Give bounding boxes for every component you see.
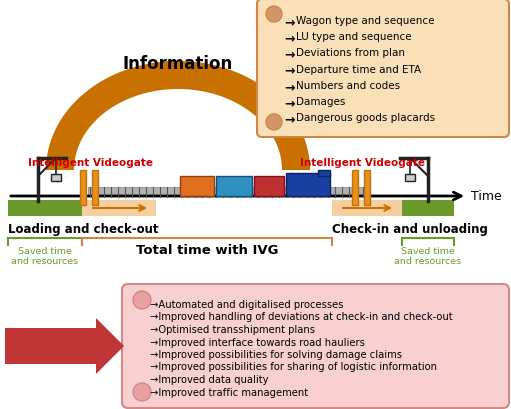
Text: →: → <box>284 16 294 29</box>
Text: →: → <box>284 113 294 126</box>
Text: Intelligent Videogate: Intelligent Videogate <box>299 158 425 168</box>
FancyBboxPatch shape <box>257 0 509 137</box>
Text: Numbers and codes: Numbers and codes <box>296 81 400 91</box>
Text: →Improved possibilities for sharing of logistic information: →Improved possibilities for sharing of l… <box>150 362 437 373</box>
Bar <box>88 187 370 196</box>
Polygon shape <box>5 318 124 374</box>
Text: Dangerous goods placards: Dangerous goods placards <box>296 113 435 123</box>
Text: →: → <box>284 32 294 45</box>
Circle shape <box>266 114 282 130</box>
Text: Damages: Damages <box>296 97 345 107</box>
Bar <box>51 174 61 181</box>
FancyBboxPatch shape <box>122 284 509 408</box>
Text: Check-in and unloading: Check-in and unloading <box>332 223 488 236</box>
Text: →: → <box>284 48 294 61</box>
Bar <box>286 173 330 196</box>
Text: →: → <box>284 97 294 110</box>
Text: →: → <box>284 65 294 78</box>
Text: Saved time
and resources: Saved time and resources <box>11 247 79 266</box>
Circle shape <box>266 6 282 22</box>
Bar <box>92 170 98 205</box>
Text: Information: Information <box>123 55 233 73</box>
Text: Saved time
and resources: Saved time and resources <box>394 247 461 266</box>
Polygon shape <box>46 61 310 170</box>
Text: Time: Time <box>471 189 502 202</box>
Text: Wagon type and sequence: Wagon type and sequence <box>296 16 434 26</box>
Bar <box>82 200 156 216</box>
Text: Departure time and ETA: Departure time and ETA <box>296 65 421 74</box>
Bar <box>364 170 370 205</box>
Circle shape <box>133 291 151 309</box>
Text: Deviations from plan: Deviations from plan <box>296 48 405 58</box>
Text: →Automated and digitalised processes: →Automated and digitalised processes <box>150 300 343 310</box>
Text: Intelligent Videogate: Intelligent Videogate <box>28 158 152 168</box>
Bar <box>8 200 82 216</box>
Text: →Improved data quality: →Improved data quality <box>150 375 268 385</box>
Text: Loading and check-out: Loading and check-out <box>8 223 158 236</box>
Circle shape <box>133 383 151 401</box>
Text: →Improved interface towards road hauliers: →Improved interface towards road haulier… <box>150 337 365 348</box>
Text: →Optimised transshipment plans: →Optimised transshipment plans <box>150 325 315 335</box>
Text: →Improved handling of deviations at check-in and check-out: →Improved handling of deviations at chec… <box>150 312 453 323</box>
Bar <box>332 200 402 216</box>
Text: →: → <box>284 81 294 94</box>
Bar <box>318 170 330 176</box>
Text: LU type and sequence: LU type and sequence <box>296 32 412 42</box>
Bar <box>180 176 214 196</box>
Text: →Improved possibilities for solving damage claims: →Improved possibilities for solving dama… <box>150 350 402 360</box>
Bar <box>402 200 454 216</box>
Bar <box>80 170 86 205</box>
Bar <box>405 174 415 181</box>
Text: Total time with IVG: Total time with IVG <box>136 244 278 257</box>
Bar <box>254 176 284 196</box>
Text: →Improved traffic management: →Improved traffic management <box>150 387 308 398</box>
Bar <box>352 170 358 205</box>
Bar <box>216 176 252 196</box>
